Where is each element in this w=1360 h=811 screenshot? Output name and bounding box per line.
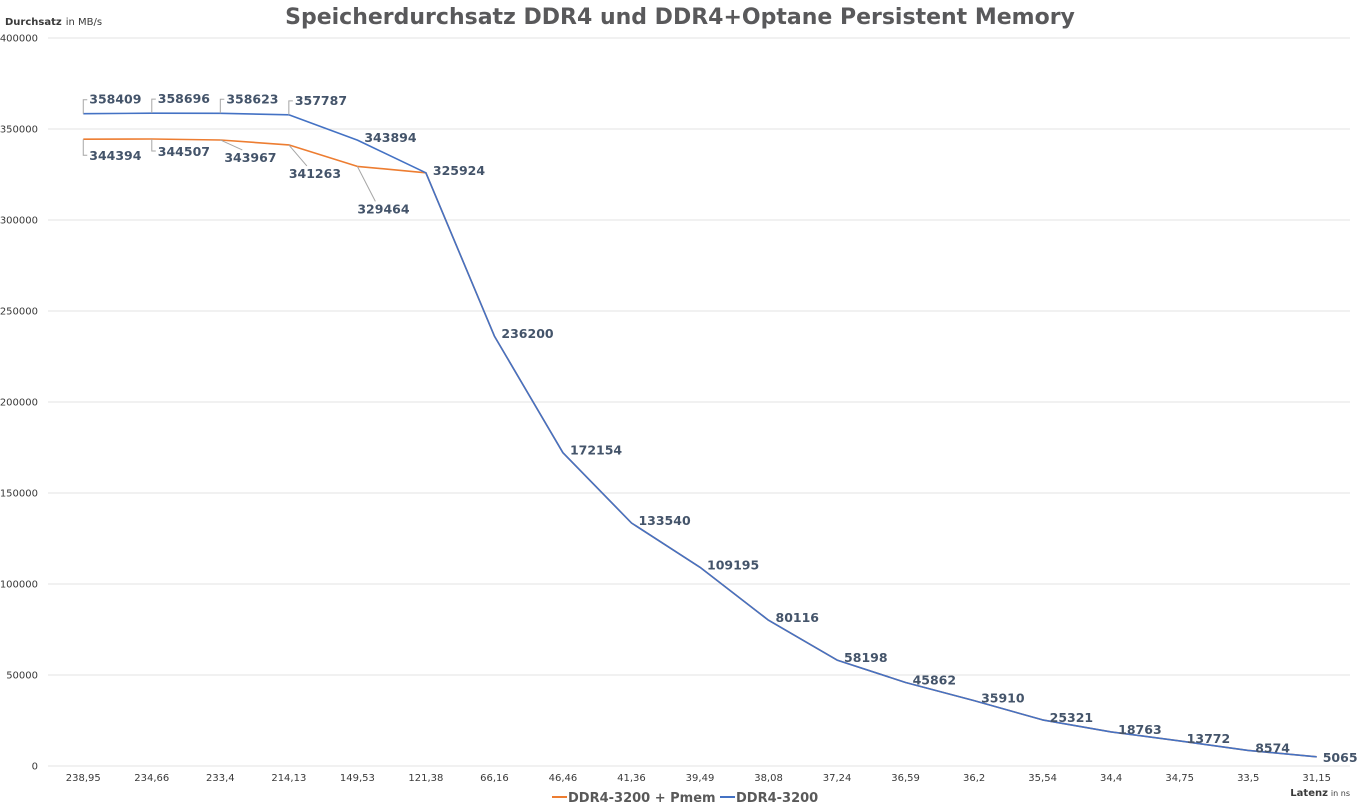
leader-line — [220, 139, 243, 151]
data-label: 58198 — [844, 650, 888, 665]
data-label: 80116 — [776, 610, 820, 625]
y-tick-label: 0 — [32, 762, 38, 773]
data-label: 329464 — [357, 201, 409, 216]
y-tick-label: 300000 — [0, 216, 38, 227]
series-lines — [83, 112, 1317, 758]
data-label: 35910 — [981, 691, 1025, 706]
y-tick-label: 200000 — [0, 398, 38, 409]
data-label: 358696 — [158, 91, 210, 106]
series-line-ddr4 — [83, 112, 1317, 758]
legend-label: DDR4-3200 + Pmem — [568, 791, 716, 806]
data-label: 343967 — [224, 150, 276, 165]
x-tick-label: 34,4 — [1100, 773, 1122, 784]
x-tick-label: 39,49 — [686, 773, 715, 784]
leader-line — [288, 100, 293, 115]
data-label: 18763 — [1118, 722, 1162, 737]
data-label: 343894 — [364, 130, 416, 145]
data-label: 358409 — [89, 92, 141, 107]
gridlines — [48, 37, 1350, 767]
leader-line — [82, 139, 88, 156]
y-tick-label: 150000 — [0, 489, 38, 500]
x-axis-ticks: 238,95 234,66 233,4 214,13 149,53 121,38 66,16… — [66, 773, 1331, 784]
x-tick-label: 35,54 — [1028, 773, 1057, 784]
x-tick-label: 214,13 — [271, 773, 306, 784]
y-tick-label: 350000 — [0, 125, 38, 136]
leader-line — [151, 98, 156, 114]
y-tick-label: 100000 — [0, 580, 38, 591]
data-label: 357787 — [295, 93, 347, 108]
y-axis-label: Durchsatz in MB/s — [5, 17, 102, 28]
x-tick-label: 38,08 — [754, 773, 783, 784]
data-label: 45862 — [913, 673, 957, 688]
x-tick-label: 66,16 — [480, 773, 509, 784]
data-label: 172154 — [570, 443, 622, 458]
y-axis-label-main: Durchsatz — [5, 17, 62, 28]
x-tick-label: 121,38 — [408, 773, 443, 784]
y-tick-label: 50000 — [6, 671, 38, 682]
data-label: 358623 — [226, 91, 278, 106]
x-tick-label: 36,2 — [963, 773, 985, 784]
y-tick-label: 400000 — [0, 34, 38, 45]
data-label: 341263 — [289, 166, 341, 181]
data-label: 344507 — [158, 144, 210, 159]
leader-line — [82, 99, 88, 114]
series-line-ddr4-pmem — [83, 138, 1317, 758]
x-axis-label-main: Latenz — [1290, 788, 1328, 799]
data-label: 13772 — [1187, 731, 1231, 746]
x-tick-label: 41,36 — [617, 773, 646, 784]
x-axis-label-unit: in ns — [1331, 789, 1350, 798]
x-tick-label: 33,5 — [1237, 773, 1259, 784]
chart-title: Speicherdurchsatz DDR4 und DDR4+Optane P… — [285, 5, 1075, 30]
data-label: 8574 — [1255, 740, 1290, 755]
data-label: 236200 — [501, 326, 553, 341]
data-label: 344394 — [89, 148, 141, 163]
x-tick-label: 34,75 — [1165, 773, 1194, 784]
y-tick-label: 250000 — [0, 307, 38, 318]
x-tick-label: 238,95 — [66, 773, 101, 784]
x-tick-label: 37,24 — [823, 773, 852, 784]
data-labels: 344394 344507 343967 341263 329464 358409 3586… — [82, 91, 1358, 765]
x-tick-label: 234,66 — [134, 773, 169, 784]
data-label: 133540 — [638, 513, 690, 528]
x-tick-label: 149,53 — [340, 773, 375, 784]
legend: DDR4-3200 + Pmem DDR4-3200 — [552, 791, 818, 806]
x-tick-label: 31,15 — [1302, 773, 1331, 784]
y-axis-ticks: 0 50000 100000 150000 200000 250000 300000 3500… — [0, 34, 38, 773]
x-tick-label: 233,4 — [206, 773, 235, 784]
x-tick-label: 46,46 — [549, 773, 578, 784]
data-label: 25321 — [1050, 710, 1094, 725]
leader-line — [219, 98, 225, 114]
leader-line — [151, 138, 156, 152]
data-label: 5065 — [1323, 750, 1358, 765]
data-label: 325924 — [433, 163, 485, 178]
legend-label: DDR4-3200 — [736, 791, 818, 806]
x-tick-label: 36,59 — [891, 773, 920, 784]
leader-line — [288, 144, 308, 167]
leader-line — [356, 166, 376, 202]
y-axis-label-unit: in MB/s — [66, 17, 102, 28]
data-label: 109195 — [707, 557, 759, 572]
x-axis-label: Latenz in ns — [1290, 788, 1350, 799]
